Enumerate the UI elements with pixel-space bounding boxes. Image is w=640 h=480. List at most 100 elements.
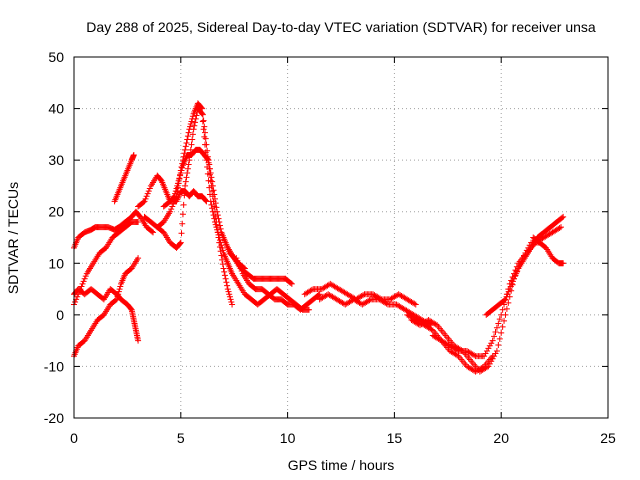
data-point	[493, 324, 500, 331]
data-point	[225, 288, 232, 295]
data-point	[178, 164, 185, 171]
data-point	[218, 252, 225, 259]
data-point	[505, 288, 512, 295]
plot-frame	[73, 56, 609, 419]
data-point	[305, 306, 312, 313]
data-point	[236, 262, 243, 269]
data-point	[224, 286, 231, 293]
data-point	[145, 188, 152, 195]
data-point	[174, 184, 181, 191]
data-point	[206, 165, 213, 172]
data-point	[135, 337, 142, 344]
x-tick-label: 20	[493, 430, 509, 446]
data-point	[495, 341, 502, 348]
x-tick-label: 25	[600, 430, 616, 446]
y-tick-label: -10	[44, 358, 64, 374]
chart-title: Day 288 of 2025, Sidereal Day-to-day VTE…	[86, 19, 596, 35]
data-point	[182, 178, 189, 185]
data-point	[187, 151, 194, 158]
data-point	[200, 126, 207, 133]
data-point	[148, 228, 155, 235]
data-point	[558, 224, 565, 231]
x-tick-label: 15	[387, 430, 403, 446]
data-point	[177, 239, 184, 246]
data-point	[501, 297, 508, 304]
data-point	[177, 240, 184, 247]
data-point	[227, 296, 234, 303]
data-point	[432, 321, 439, 328]
data-point	[179, 160, 186, 167]
data-point	[198, 104, 205, 111]
data-point	[315, 292, 322, 299]
data-point	[199, 110, 206, 117]
data-point	[511, 275, 518, 282]
data-point	[213, 219, 220, 226]
data-point	[114, 293, 121, 300]
data-point	[220, 265, 227, 272]
data-point	[228, 298, 235, 305]
data-point	[203, 141, 210, 148]
data-point	[199, 105, 206, 112]
data-point	[504, 291, 511, 298]
data-point	[503, 305, 510, 312]
axis-ticks: 0 5 10 15 20 25 -20 -10 0 10 20 30 40 50	[44, 49, 616, 446]
x-tick-label: 0	[70, 430, 78, 446]
data-point	[180, 201, 187, 208]
y-axis-label: SDTVAR / TECUs	[5, 182, 21, 294]
data-point	[115, 288, 122, 295]
series-track-e	[111, 151, 137, 205]
data-point	[221, 268, 228, 275]
data-point	[492, 350, 499, 357]
data-point	[176, 176, 183, 183]
y-tick-label: 30	[48, 152, 64, 168]
data-point	[183, 139, 190, 146]
data-point	[173, 185, 180, 192]
data-point	[201, 123, 208, 130]
data-point	[229, 301, 236, 308]
data-point	[179, 211, 186, 218]
data-point	[113, 296, 120, 303]
data-point	[219, 256, 226, 263]
data-point	[143, 193, 150, 200]
data-point	[81, 275, 88, 282]
data-point	[412, 301, 419, 308]
series-track-r	[483, 213, 567, 318]
data-point	[215, 234, 222, 241]
data-point	[178, 230, 185, 237]
data-point	[183, 174, 190, 181]
data-point	[428, 326, 435, 333]
data-point	[209, 188, 216, 195]
data-point	[177, 171, 184, 178]
data-point	[179, 220, 186, 227]
data-point	[184, 133, 191, 140]
y-tick-label: 40	[48, 101, 64, 117]
data-point	[187, 146, 194, 153]
data-point	[181, 150, 188, 157]
data-point	[287, 280, 294, 287]
data-point	[454, 347, 461, 354]
series-track-k	[229, 270, 312, 313]
data-point	[316, 291, 323, 298]
data-point	[483, 364, 490, 371]
series-track-s	[530, 234, 567, 267]
data-point	[184, 136, 191, 143]
data-point	[226, 291, 233, 298]
data-point	[288, 280, 295, 287]
data-point	[169, 203, 176, 210]
data-point	[202, 129, 209, 136]
series-track-b	[71, 219, 142, 308]
data-points	[71, 100, 567, 375]
data-point	[559, 214, 566, 221]
data-point	[135, 219, 142, 226]
data-point	[507, 283, 514, 290]
data-point	[485, 345, 492, 352]
data-point	[214, 224, 221, 231]
data-point	[185, 161, 192, 168]
data-point	[223, 279, 230, 286]
data-point	[506, 286, 513, 293]
data-point	[514, 268, 521, 275]
grid-lines	[74, 57, 608, 418]
data-point	[182, 182, 189, 189]
data-point	[495, 320, 502, 327]
data-point	[233, 255, 240, 262]
